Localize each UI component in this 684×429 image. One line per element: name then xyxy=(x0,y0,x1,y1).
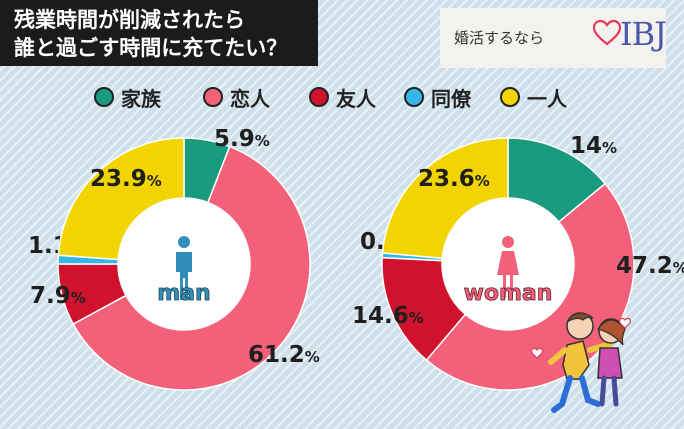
brand-logo: IBJ xyxy=(620,15,667,53)
legend: 家族 恋人 友人 同僚 一人 xyxy=(0,78,684,114)
slice-value-label: 5.9% xyxy=(214,126,270,152)
legend-swatch xyxy=(203,87,223,107)
slice-value-label: 23.6% xyxy=(418,166,490,192)
legend-label: 友人 xyxy=(336,87,376,111)
slice-value-label: 47.2% xyxy=(616,253,684,279)
legend-swatch xyxy=(94,87,114,107)
chart-man: 5.9%61.2%7.9%1.1%23.9% xyxy=(28,126,320,391)
legend-label: 家族 xyxy=(121,87,161,111)
man-label: man xyxy=(157,281,210,306)
title-box: 残業時間が削減されたら 誰と過ごす時間に充てたい？ xyxy=(0,0,318,66)
slice-value-label: 23.9% xyxy=(90,166,162,192)
chart-woman: 14%47.2%14.6%0.6%23.6% xyxy=(352,133,684,391)
couple-illustration xyxy=(530,312,632,413)
pie-slice-一人 xyxy=(381,137,509,260)
legend-swatch xyxy=(404,87,424,107)
pie-slice-恋人 xyxy=(72,145,311,391)
legend-label: 同僚 xyxy=(431,87,471,111)
legend-label: 一人 xyxy=(527,87,567,111)
heart-icon xyxy=(593,20,621,46)
brand-tagline: 婚活するなら xyxy=(454,29,545,47)
man-figure-icon xyxy=(176,236,192,300)
legend-label: 恋人 xyxy=(230,87,270,111)
woman-label: woman xyxy=(464,281,553,306)
woman-figure-icon xyxy=(497,236,519,298)
title-line-2: 誰と過ごす時間に充てたい？ xyxy=(14,36,288,60)
pie-slice-一人 xyxy=(57,137,185,261)
slice-value-label: 61.2% xyxy=(248,342,320,368)
slice-value-label: 14.6% xyxy=(352,303,424,329)
brand-box: 婚活するなら IBJ xyxy=(440,8,667,68)
legend-swatch xyxy=(309,87,329,107)
slice-value-label: 7.9% xyxy=(30,283,86,309)
legend-swatch xyxy=(500,87,520,107)
title-line-1: 残業時間が削減されたら xyxy=(14,8,245,32)
slice-value-label: 14% xyxy=(570,133,617,159)
